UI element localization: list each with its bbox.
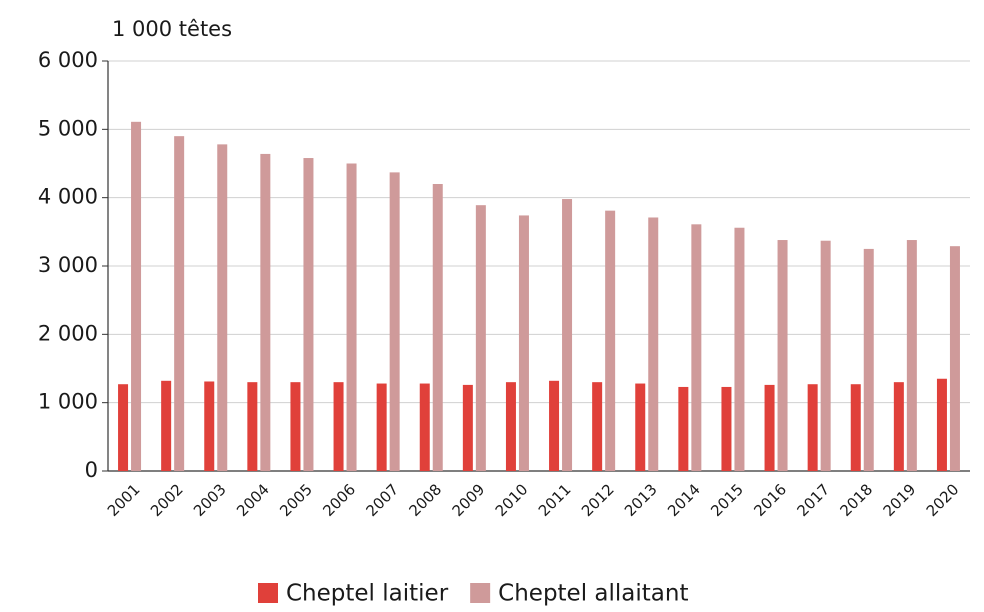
x-tick-label: 2004 bbox=[233, 480, 273, 520]
x-tick-label: 2010 bbox=[492, 480, 532, 520]
bar bbox=[204, 381, 215, 471]
y-tick-label: 1 000 bbox=[38, 390, 98, 414]
bar bbox=[432, 184, 443, 471]
y-tick-label: 6 000 bbox=[38, 48, 98, 72]
bar bbox=[906, 240, 917, 471]
y-axis-label: 1 000 têtes bbox=[112, 17, 232, 41]
y-tick-label: 0 bbox=[85, 458, 98, 482]
x-tick-label: 2018 bbox=[837, 480, 877, 520]
bar bbox=[893, 382, 904, 471]
x-tick-label: 2003 bbox=[190, 480, 230, 520]
bar bbox=[764, 384, 775, 471]
x-tick-label: 2005 bbox=[276, 480, 316, 520]
bar bbox=[562, 199, 573, 472]
bar bbox=[807, 384, 818, 471]
x-tick-label: 2001 bbox=[104, 480, 144, 520]
bar bbox=[648, 217, 659, 471]
x-tick-label: 2020 bbox=[923, 480, 963, 520]
x-tick-label: 2011 bbox=[535, 480, 575, 520]
legend-label: Cheptel allaitant bbox=[498, 581, 688, 607]
bar bbox=[518, 215, 529, 471]
bar bbox=[549, 380, 560, 471]
bar bbox=[505, 382, 516, 471]
bar bbox=[346, 163, 357, 471]
legend-label: Cheptel laitier bbox=[286, 581, 449, 607]
bar bbox=[635, 383, 646, 471]
x-tick-label: 2002 bbox=[147, 480, 187, 520]
bar bbox=[333, 382, 344, 471]
x-tick-label: 2016 bbox=[750, 480, 790, 520]
x-tick-label: 2017 bbox=[793, 480, 833, 520]
x-tick-label: 2012 bbox=[578, 480, 618, 520]
bar bbox=[462, 384, 473, 471]
y-tick-label: 3 000 bbox=[38, 253, 98, 277]
legend-swatch bbox=[258, 583, 278, 603]
bar bbox=[721, 386, 732, 471]
x-tick-label: 2015 bbox=[707, 480, 747, 520]
bar bbox=[850, 384, 861, 471]
bar bbox=[217, 144, 228, 471]
bar bbox=[161, 380, 172, 471]
y-tick-label: 4 000 bbox=[38, 185, 98, 209]
bar bbox=[691, 224, 702, 471]
bar bbox=[290, 382, 301, 471]
bar bbox=[475, 205, 486, 471]
bar bbox=[118, 384, 129, 471]
bar bbox=[777, 240, 788, 471]
bar bbox=[936, 378, 947, 471]
legend-swatch bbox=[470, 583, 491, 603]
x-tick-label: 2007 bbox=[362, 480, 402, 520]
x-tick-label: 2009 bbox=[449, 480, 489, 520]
x-tick-label: 2014 bbox=[664, 480, 704, 520]
bar bbox=[131, 121, 142, 472]
bar bbox=[260, 153, 271, 471]
bar bbox=[389, 172, 400, 471]
bar bbox=[247, 382, 258, 471]
bar bbox=[303, 158, 314, 472]
bar bbox=[419, 383, 430, 471]
y-tick-label: 5 000 bbox=[38, 116, 98, 140]
bar bbox=[376, 383, 387, 471]
bar bbox=[820, 240, 831, 471]
bar bbox=[605, 210, 616, 471]
x-tick-label: 2006 bbox=[319, 480, 359, 520]
y-tick-label: 2 000 bbox=[38, 321, 98, 345]
x-tick-label: 2013 bbox=[621, 480, 661, 520]
bar bbox=[863, 248, 874, 471]
bar bbox=[592, 382, 603, 471]
bar bbox=[949, 246, 960, 471]
bar bbox=[734, 227, 745, 471]
bar bbox=[174, 136, 185, 471]
x-tick-label: 2008 bbox=[406, 480, 446, 520]
x-tick-label: 2019 bbox=[880, 480, 920, 520]
bar bbox=[678, 386, 689, 471]
